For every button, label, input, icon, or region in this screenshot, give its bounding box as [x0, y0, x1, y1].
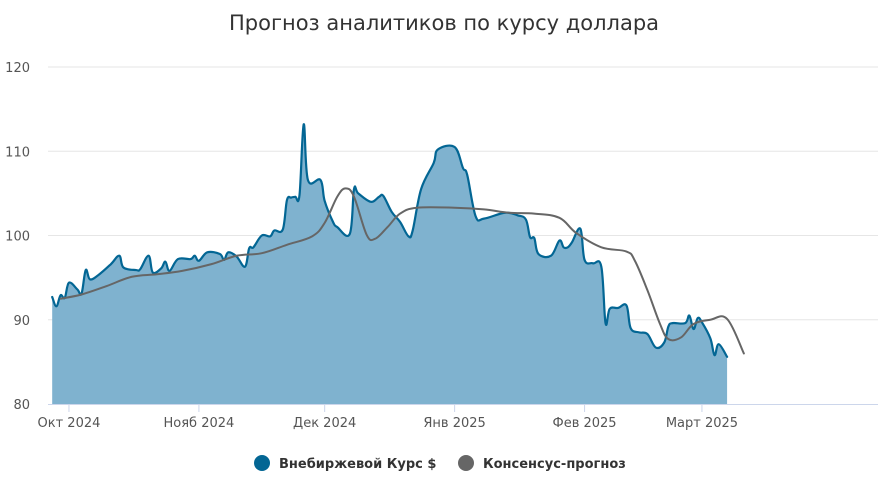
legend[interactable]: Внебиржевой Курс $ Консенсус-прогноз — [254, 455, 626, 472]
chart-title: Прогноз аналитиков по курсу доллара — [229, 11, 659, 35]
area-series-layer — [51, 123, 729, 404]
y-tick-label: 100 — [5, 230, 30, 245]
x-tick-label: Март 2025 — [666, 416, 738, 431]
y-tick-label: 80 — [13, 398, 30, 413]
series-line-consensus — [59, 187, 745, 355]
y-tick-label: 120 — [5, 61, 30, 76]
series-line-ots-rate — [51, 123, 729, 358]
legend-item-consensus[interactable]: Консенсус-прогноз — [458, 455, 626, 472]
legend-marker — [458, 455, 474, 471]
legend-item-ots-rate[interactable]: Внебиржевой Курс $ — [254, 455, 436, 472]
x-tick-label: Дек 2024 — [293, 416, 356, 431]
x-tick-label: Фев 2025 — [553, 416, 617, 431]
x-tick-label: Окт 2024 — [38, 416, 101, 431]
line-series-layer — [59, 187, 745, 355]
y-tick-label: 90 — [13, 314, 30, 329]
y-tick-label: 110 — [5, 145, 30, 160]
axes: 80 90 100 110 120 Окт 2024 Нояб 2024 Дек 2024 Ян… — [5, 61, 878, 431]
legend-label: Внебиржевой Курс $ — [279, 457, 436, 472]
legend-marker — [254, 455, 270, 471]
series-area-fill — [52, 124, 728, 404]
legend-label: Консенсус-прогноз — [483, 457, 626, 472]
x-tick-label: Нояб 2024 — [164, 416, 235, 431]
x-tick-label: Янв 2025 — [423, 416, 485, 431]
